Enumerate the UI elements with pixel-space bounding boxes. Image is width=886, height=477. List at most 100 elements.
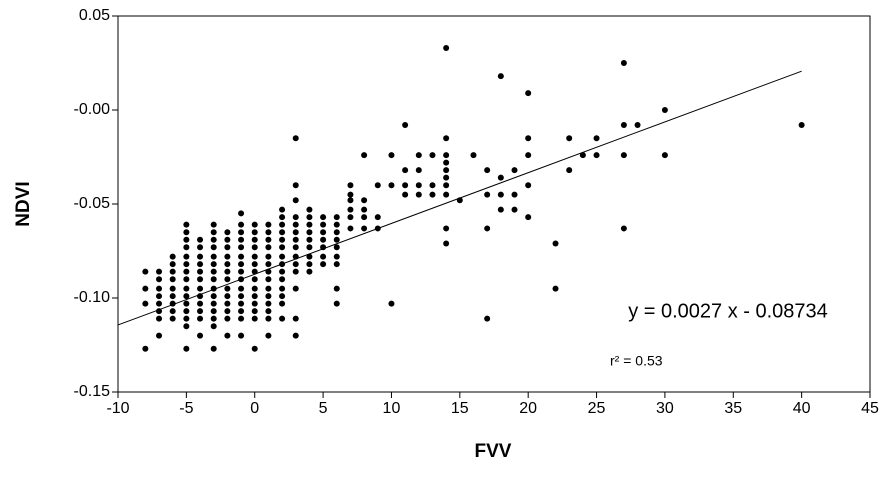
point (292, 229, 299, 236)
point (443, 182, 450, 189)
point (347, 197, 354, 204)
point (210, 345, 217, 352)
point (634, 122, 641, 129)
point (224, 315, 231, 322)
y-tick-label: -0.15 (74, 383, 111, 400)
point (265, 285, 272, 292)
point (251, 308, 258, 315)
point (224, 268, 231, 275)
point (320, 244, 327, 251)
point (320, 261, 327, 268)
point (320, 236, 327, 243)
point (142, 300, 149, 307)
point (279, 315, 286, 322)
point (566, 135, 573, 142)
point (197, 300, 204, 307)
point (210, 221, 217, 228)
point (210, 276, 217, 283)
point (224, 308, 231, 315)
point (251, 261, 258, 268)
point (443, 44, 450, 51)
point (197, 236, 204, 243)
point (197, 268, 204, 275)
point (279, 253, 286, 260)
point (197, 315, 204, 322)
point (279, 221, 286, 228)
point (156, 293, 163, 300)
point (279, 206, 286, 213)
point (661, 152, 668, 159)
point (197, 244, 204, 251)
point (265, 229, 272, 236)
point (224, 253, 231, 260)
point (142, 345, 149, 352)
x-tick-label: 25 (588, 400, 606, 417)
point (251, 221, 258, 228)
point (210, 229, 217, 236)
point (443, 240, 450, 247)
point (142, 268, 149, 275)
point (265, 268, 272, 275)
point (238, 253, 245, 260)
point (333, 285, 340, 292)
x-tick-label: 10 (383, 400, 401, 417)
point (593, 152, 600, 159)
point (265, 236, 272, 243)
x-tick-label: 40 (793, 400, 811, 417)
point (388, 152, 395, 159)
point (224, 285, 231, 292)
point (361, 214, 368, 221)
y-axis-title: NDVI (13, 181, 34, 226)
point (333, 261, 340, 268)
point (224, 261, 231, 268)
point (279, 268, 286, 275)
point (238, 293, 245, 300)
point (292, 332, 299, 339)
point (374, 214, 381, 221)
point (361, 225, 368, 232)
x-tick-label: -5 (179, 400, 193, 417)
point (306, 221, 313, 228)
point (333, 214, 340, 221)
point (265, 315, 272, 322)
point (251, 276, 258, 283)
point (265, 261, 272, 268)
point (292, 315, 299, 322)
point (169, 261, 176, 268)
point (183, 285, 190, 292)
point (238, 276, 245, 283)
point (443, 225, 450, 232)
point (415, 182, 422, 189)
point (238, 285, 245, 292)
point (620, 225, 627, 232)
point (210, 261, 217, 268)
point (361, 206, 368, 213)
point (169, 300, 176, 307)
point (361, 152, 368, 159)
point (251, 345, 258, 352)
point (156, 332, 163, 339)
point (292, 261, 299, 268)
point (251, 229, 258, 236)
point (183, 276, 190, 283)
point (210, 323, 217, 330)
point (197, 308, 204, 315)
point (265, 300, 272, 307)
point (306, 268, 313, 275)
point (292, 214, 299, 221)
point (333, 236, 340, 243)
point (251, 300, 258, 307)
point (292, 197, 299, 204)
point (210, 315, 217, 322)
point (197, 285, 204, 292)
y-tick-label: -0.00 (74, 101, 111, 118)
point (306, 214, 313, 221)
point (265, 253, 272, 260)
point (402, 191, 409, 198)
point (238, 221, 245, 228)
point (265, 332, 272, 339)
point (183, 229, 190, 236)
point (210, 285, 217, 292)
point (347, 214, 354, 221)
point (224, 300, 231, 307)
